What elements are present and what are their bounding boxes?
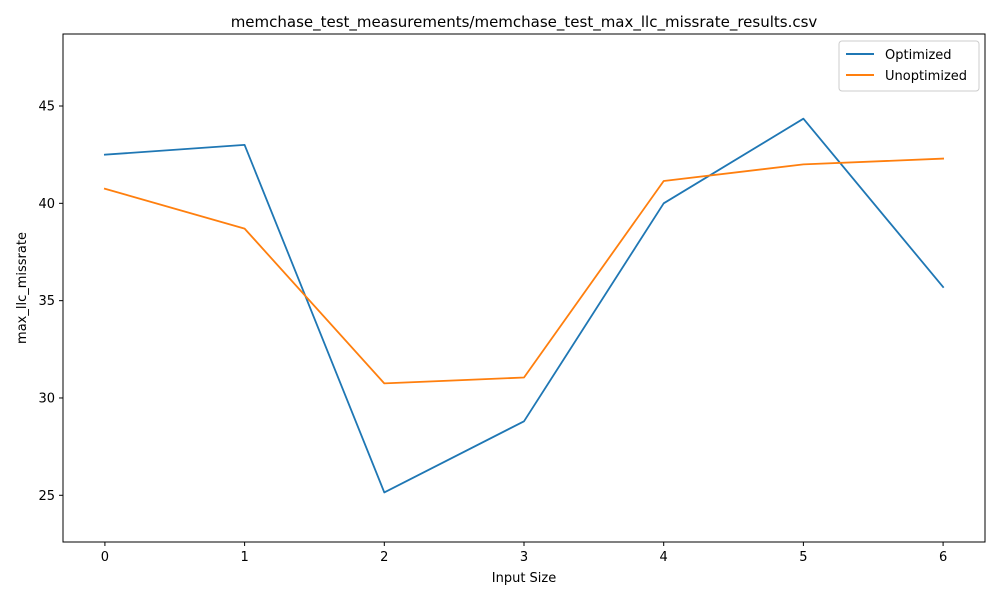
- plot-area: [62, 33, 986, 543]
- legend-label-series-1: Optimized: [885, 48, 952, 63]
- y-tick-label: 45: [38, 100, 55, 115]
- series-layer: [103, 117, 945, 494]
- series-line-2: [103, 157, 945, 385]
- x-tick-label: 5: [799, 550, 807, 565]
- x-axis-ticks: 0 1 2 3 4 5 6: [101, 542, 947, 565]
- legend: Optimized Unoptimized: [838, 40, 980, 92]
- y-axis-ticks: 25 30 35 40 45: [38, 100, 63, 504]
- series-line-1: [103, 117, 945, 494]
- x-tick-label: 3: [520, 550, 528, 565]
- x-tick-label: 0: [101, 550, 109, 565]
- chart-title: memchase_test_measurements/memchase_test…: [231, 13, 818, 32]
- x-tick-label: 2: [380, 550, 388, 565]
- y-axis-label: max_llc_missrate: [15, 232, 30, 344]
- x-axis-label: Input Size: [492, 571, 556, 586]
- plot-frame: [62, 33, 986, 543]
- y-tick-label: 35: [38, 294, 55, 309]
- x-tick-label: 1: [240, 550, 248, 565]
- y-tick-label: 40: [38, 197, 55, 212]
- y-tick-label: 25: [38, 489, 55, 504]
- legend-label-series-2: Unoptimized: [885, 69, 967, 84]
- x-tick-label: 4: [660, 550, 668, 565]
- x-tick-label: 6: [939, 550, 947, 565]
- y-tick-label: 30: [38, 391, 55, 406]
